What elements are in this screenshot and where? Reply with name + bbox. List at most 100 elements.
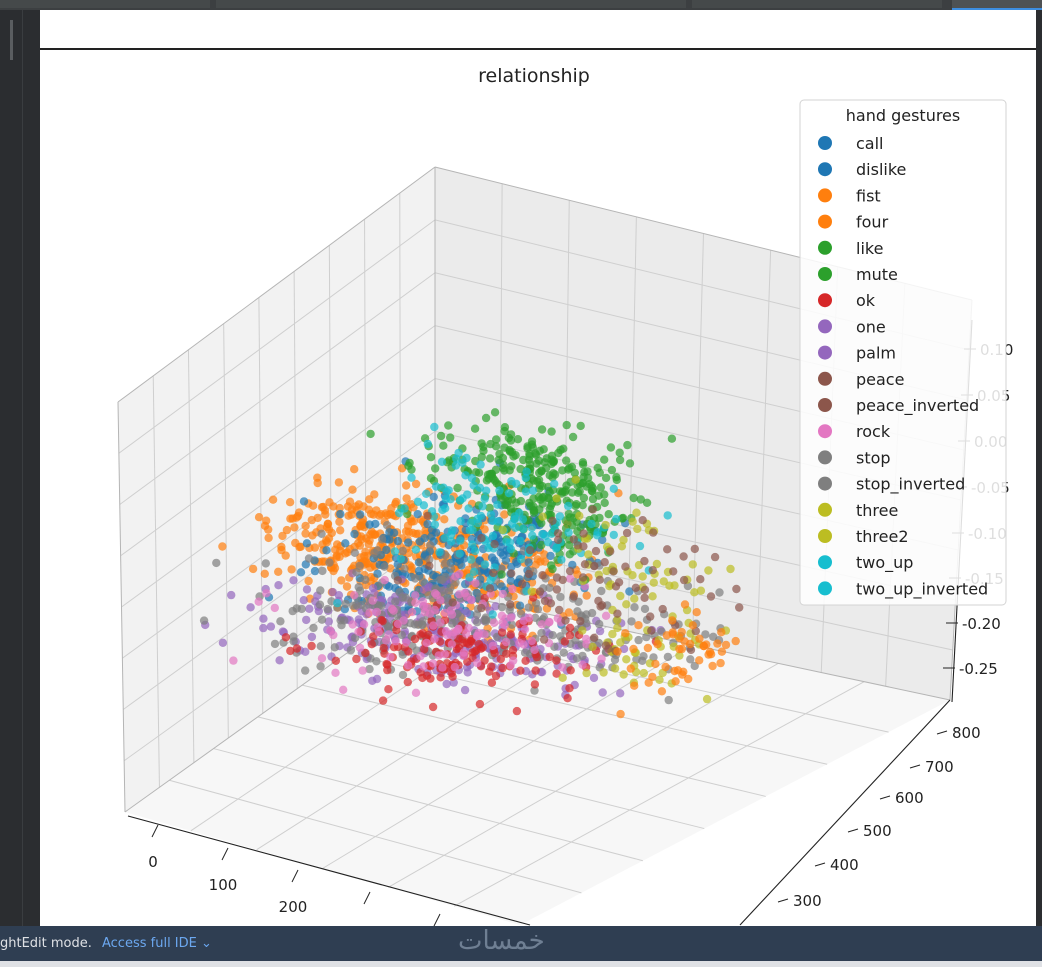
data-point-fist <box>334 478 344 487</box>
data-point-three <box>704 566 713 575</box>
data-point-ok <box>403 677 412 687</box>
data-point-two_up <box>482 486 491 495</box>
data-point-mute <box>550 470 560 479</box>
data-point-orange-tail <box>668 628 677 637</box>
legend-label: three2 <box>856 527 909 546</box>
data-point-fist <box>348 485 357 494</box>
data-point-stop <box>365 664 374 674</box>
data-point-like <box>524 480 534 489</box>
data-point-stop <box>270 639 280 649</box>
data-point-rock <box>329 630 338 640</box>
data-point-like <box>507 447 516 457</box>
data-point-orange-tail <box>713 639 722 648</box>
data-point-four <box>500 510 509 519</box>
data-point-rock <box>480 630 489 639</box>
data-point-mute <box>575 487 584 496</box>
data-point-fist <box>411 479 421 489</box>
data-point-two_up_inverted <box>522 467 531 476</box>
data-point-peace <box>588 505 597 514</box>
editor-gutter <box>0 10 23 926</box>
data-point-two_up <box>486 510 496 519</box>
data-point-rock <box>365 608 374 617</box>
data-point-peace <box>477 603 486 613</box>
legend-label: like <box>856 239 883 258</box>
data-point-two_up_inverted <box>430 520 440 529</box>
data-point-fist <box>355 541 365 550</box>
data-point-ok <box>560 637 569 646</box>
data-point-orange-tail <box>695 656 704 665</box>
data-point-ok <box>512 706 522 716</box>
data-point-peace_inverted <box>648 566 657 575</box>
data-point-ok <box>428 702 438 712</box>
data-point-two_up <box>422 489 431 498</box>
data-point-palm <box>460 685 470 695</box>
data-point-peace_inverted <box>539 635 549 644</box>
data-point-three <box>688 560 697 569</box>
data-point-mute <box>525 449 534 459</box>
data-point-two_up <box>564 528 573 537</box>
legend-marker <box>818 240 832 255</box>
data-point-three2 <box>613 623 622 633</box>
data-point-call <box>373 569 382 578</box>
data-point-peace_inverted <box>604 644 613 653</box>
data-point-stop <box>446 564 456 573</box>
data-point-fist <box>308 501 318 510</box>
data-point-ok <box>565 631 575 640</box>
data-point-two_up_inverted <box>440 533 450 542</box>
grid-line <box>121 378 436 608</box>
data-point-two_up_inverted <box>476 460 485 469</box>
legend-marker <box>818 476 832 491</box>
data-point-like <box>492 435 501 444</box>
legend-marker <box>818 319 832 334</box>
data-point-three <box>649 578 658 587</box>
data-point-rock <box>429 621 438 630</box>
data-point-stop <box>301 666 310 675</box>
editor-tab[interactable] <box>692 0 942 8</box>
data-point-stop_inverted <box>595 619 604 629</box>
data-point-stop <box>261 559 270 568</box>
data-point-like <box>477 439 486 448</box>
data-point-three2 <box>599 668 608 677</box>
data-point-orange-tail <box>721 640 731 650</box>
data-point-call <box>382 545 391 555</box>
data-point-four <box>375 511 384 520</box>
data-point-mute <box>578 501 587 510</box>
y-tick-label: 800 <box>952 724 981 742</box>
data-point-ok <box>552 669 561 678</box>
data-point-peace_inverted <box>706 592 716 601</box>
data-point-peace_inverted <box>646 612 655 621</box>
data-point-two_up <box>447 537 456 546</box>
data-point-like <box>491 442 501 451</box>
data-point-rock <box>402 638 411 647</box>
data-point-two_up <box>333 598 342 608</box>
data-point-fist <box>342 582 352 591</box>
data-point-like <box>534 456 544 465</box>
data-point-two_up <box>543 538 553 547</box>
data-point-palm <box>595 626 605 636</box>
data-point-stop <box>497 602 507 612</box>
data-point-like <box>426 474 436 483</box>
legend-marker <box>818 529 832 543</box>
data-point-rock <box>428 659 438 668</box>
data-point-three <box>630 594 639 603</box>
data-point-mute <box>565 513 575 522</box>
data-point-two_up <box>480 560 490 569</box>
data-point-stop_inverted <box>634 635 643 645</box>
data-point-fist <box>301 529 310 538</box>
data-point-one <box>299 596 308 605</box>
data-point-ok <box>506 630 515 639</box>
data-point-ok <box>521 656 530 665</box>
editor-tab[interactable] <box>216 0 686 8</box>
data-point-ok <box>491 671 501 681</box>
legend-label: rock <box>856 422 891 441</box>
data-point-one <box>368 584 378 593</box>
editor-tab[interactable] <box>0 0 210 8</box>
access-full-ide-link[interactable]: Access full IDE ⌄ <box>102 936 212 951</box>
data-point-stop <box>330 643 339 652</box>
data-point-call <box>625 587 634 596</box>
data-point-fist <box>333 540 342 549</box>
editor-tab-active[interactable] <box>952 0 1042 10</box>
data-point-orange-tail <box>651 659 660 669</box>
data-point-stop <box>545 583 554 592</box>
data-point-two_up_inverted <box>395 508 404 518</box>
